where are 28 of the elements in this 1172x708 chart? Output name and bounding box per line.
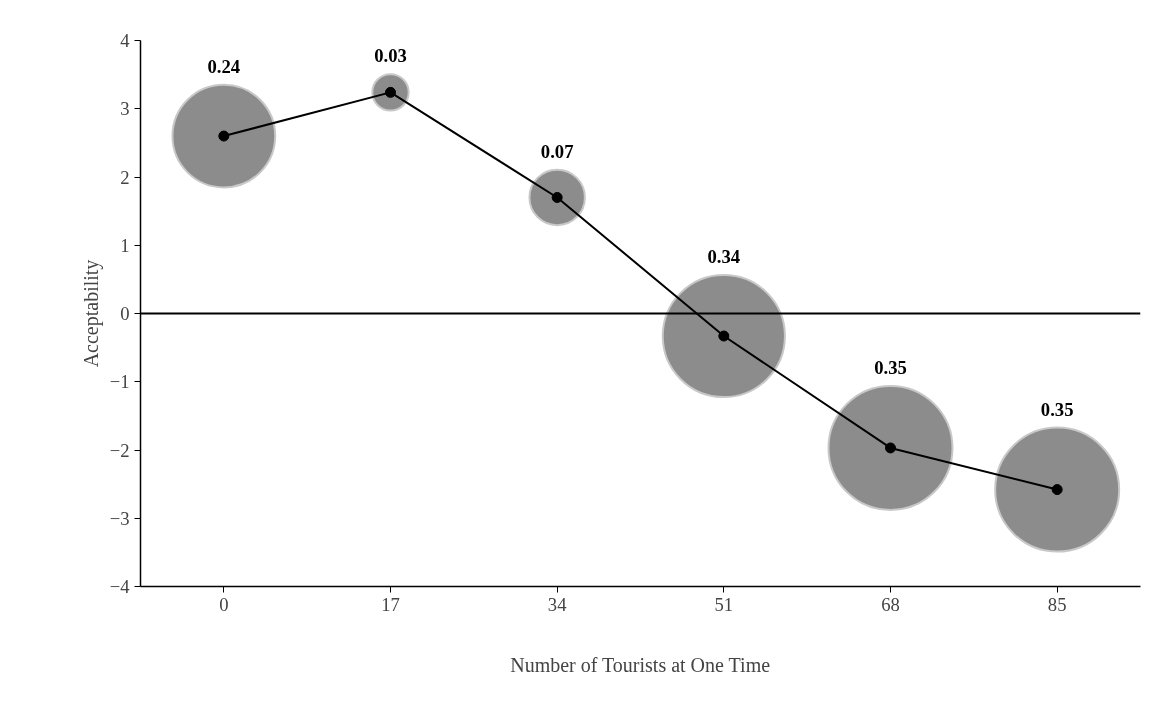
y-tick-label: −1: [109, 371, 130, 393]
point: [1051, 484, 1063, 496]
point: [718, 330, 730, 342]
point: [218, 130, 230, 142]
annotation: 0.35: [874, 356, 907, 378]
point: [885, 442, 896, 454]
y-axis-title: Acceptability: [79, 259, 103, 368]
y-tick-label: −3: [109, 507, 130, 529]
x-tick-label: 34: [547, 593, 568, 615]
annotation: 0.03: [374, 45, 407, 67]
point: [551, 191, 563, 203]
y-tick-label: 1: [120, 234, 130, 256]
x-tick-label: 51: [714, 593, 734, 615]
annotation: 0.34: [707, 245, 741, 267]
y-tick-label: 2: [120, 166, 130, 188]
x-axis-title: Number of Tourists at One Time: [510, 653, 771, 676]
annotation: 0.07: [540, 140, 574, 162]
y-tick-label: −4: [109, 576, 131, 597]
x-tick-label: 68: [881, 593, 900, 615]
y-tick-label: 3: [120, 98, 130, 120]
y-tick-label: 0: [120, 303, 130, 324]
x-tick-label: 17: [381, 593, 400, 615]
annotation: 0.24: [207, 55, 241, 77]
y-tick-label: 4: [120, 30, 131, 51]
annotation: 0.35: [1040, 398, 1074, 420]
x-tick-label: 0: [219, 593, 229, 615]
y-tick-label: −2: [109, 439, 130, 461]
x-tick-label: 85: [1047, 593, 1067, 615]
